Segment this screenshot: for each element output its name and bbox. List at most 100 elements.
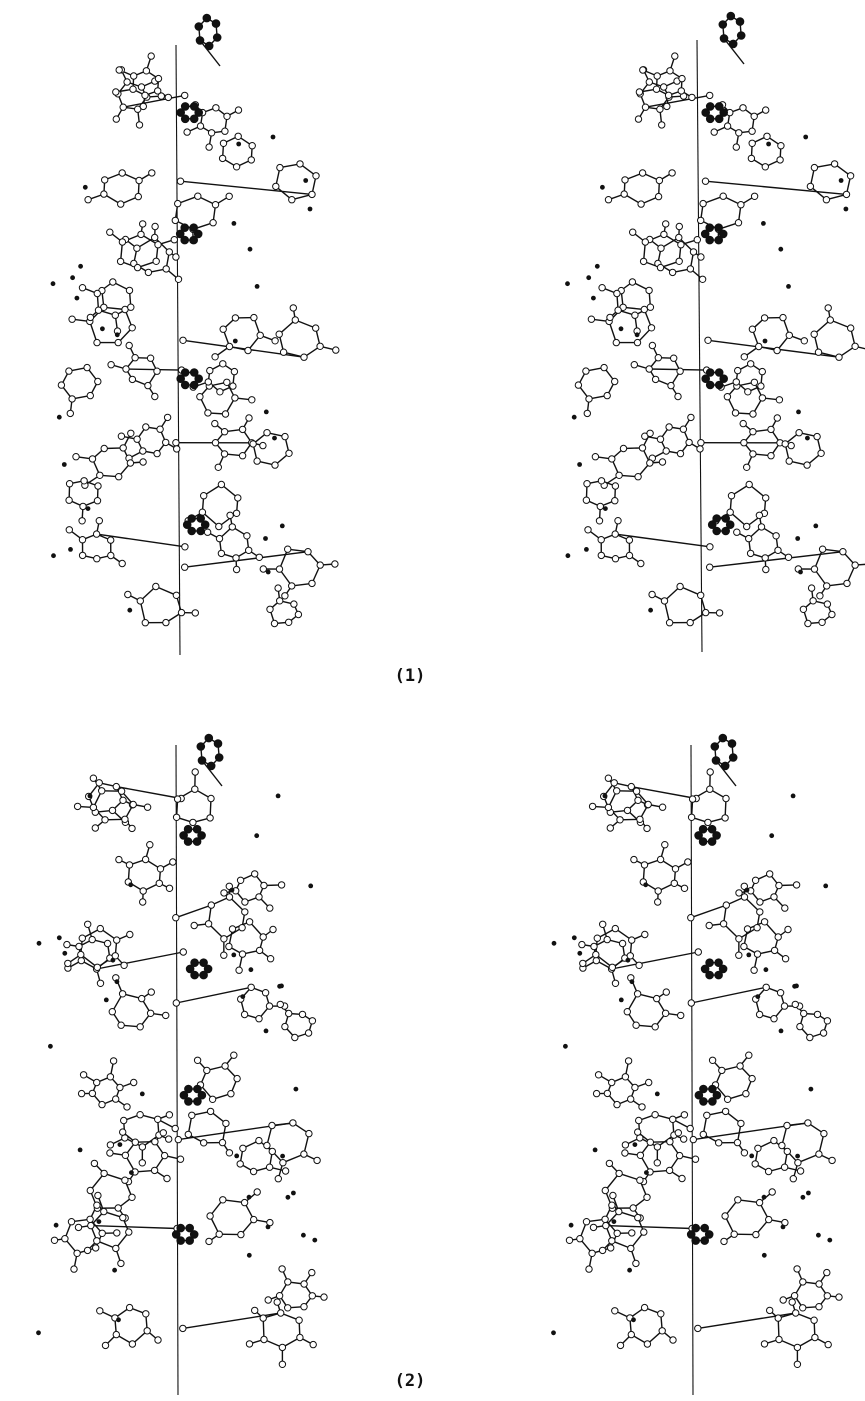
carbon-atom xyxy=(235,966,243,974)
carbon-atom xyxy=(627,1244,635,1253)
carbon-atom xyxy=(290,600,298,608)
carbon-atom xyxy=(745,534,753,543)
carbon-atom xyxy=(780,1163,789,1171)
carbon-atom xyxy=(686,618,694,627)
carbon-atom xyxy=(284,1278,292,1286)
carbon-atom xyxy=(598,1246,607,1255)
water-molecule xyxy=(36,940,42,946)
bond xyxy=(715,759,737,787)
heteroatom xyxy=(699,1084,708,1094)
carbon-atom xyxy=(744,388,752,396)
carbon-atom xyxy=(276,1000,284,1009)
carbon-atom xyxy=(719,920,728,928)
carbon-atom xyxy=(608,1078,616,1087)
carbon-atom xyxy=(661,1009,670,1017)
carbon-atom xyxy=(144,268,153,277)
carbon-atom xyxy=(251,870,259,878)
bond xyxy=(693,1122,809,1141)
heteroatom xyxy=(171,1230,181,1239)
carbon-atom xyxy=(238,452,247,460)
carbon-atom xyxy=(753,924,761,932)
water-molecule xyxy=(571,414,577,420)
carbon-atom xyxy=(217,480,226,489)
carbon-atom xyxy=(196,122,205,130)
carbon-atom xyxy=(78,284,87,292)
carbon-atom xyxy=(737,1119,745,1128)
heteroatom xyxy=(193,1084,202,1094)
carbon-atom xyxy=(640,1303,649,1312)
water-molecule xyxy=(312,1237,318,1243)
water-layer xyxy=(551,793,833,1336)
carbon-atom xyxy=(815,1280,823,1288)
water-molecule xyxy=(279,523,285,529)
carbon-atom xyxy=(820,1129,828,1138)
carbon-atom xyxy=(646,429,654,437)
carbon-atom xyxy=(654,887,662,895)
carbon-atom xyxy=(830,160,839,168)
carbon-atom xyxy=(667,381,675,390)
heteroatom xyxy=(718,229,728,239)
carbon-atom xyxy=(674,1129,682,1137)
carbon-atom xyxy=(220,428,229,436)
carbon-atom xyxy=(93,963,102,971)
carbon-atom xyxy=(172,439,180,447)
carbon-atom xyxy=(826,316,834,324)
carbon-atom xyxy=(719,192,727,200)
water-molecule xyxy=(654,1091,660,1097)
carbon-atom xyxy=(137,83,146,91)
heteroatom xyxy=(179,1090,189,1100)
carbon-atom xyxy=(174,275,183,283)
water-molecule xyxy=(563,1043,568,1049)
carbon-atom xyxy=(86,1186,95,1195)
carbon-atom xyxy=(640,861,649,869)
carbon-atom xyxy=(704,336,712,344)
carbon-atom xyxy=(625,536,634,544)
carbon-atom xyxy=(101,176,109,184)
carbon-atom xyxy=(735,129,743,137)
carbon-atom xyxy=(608,1237,616,1245)
bond xyxy=(184,551,309,568)
carbon-atom xyxy=(671,865,680,873)
carbon-atom xyxy=(98,1100,106,1109)
carbon-atom xyxy=(284,1304,292,1312)
carbon-atom xyxy=(835,1293,843,1301)
carbon-atom xyxy=(131,1138,140,1146)
carbon-atom xyxy=(693,236,701,244)
carbon-atom xyxy=(823,1017,832,1025)
carbon-atom xyxy=(115,473,123,481)
carbon-atom xyxy=(676,367,684,375)
carbon-atom xyxy=(758,367,766,376)
carbon-atom xyxy=(80,477,88,485)
water-molecule xyxy=(631,1317,636,1323)
carbon-atom xyxy=(72,453,80,461)
carbon-atom xyxy=(715,1139,723,1147)
carbon-atom xyxy=(78,551,87,560)
carbon-atom xyxy=(221,1062,229,1070)
carbon-atom xyxy=(668,169,676,177)
carbon-atom xyxy=(230,1051,238,1059)
panel-2-right-stereo-view xyxy=(551,733,843,1396)
carbon-atom xyxy=(823,1292,831,1300)
helix-axis-line xyxy=(175,744,179,1396)
heteroatom xyxy=(700,1236,710,1245)
heteroatom xyxy=(189,368,199,377)
carbon-atom xyxy=(743,463,751,471)
carbon-atom xyxy=(128,1193,136,1202)
carbon-atom xyxy=(584,526,592,534)
carbon-atom xyxy=(698,275,707,283)
carbon-atom xyxy=(634,796,642,804)
carbon-atom xyxy=(755,1198,764,1207)
carbon-atom xyxy=(96,979,105,987)
heteroatom xyxy=(712,514,722,523)
carbon-atom xyxy=(737,201,745,209)
heteroatom xyxy=(193,1097,202,1106)
water-molecule xyxy=(551,1330,556,1336)
carbon-atom xyxy=(671,52,679,60)
heteroatom xyxy=(199,958,208,968)
heteroatom xyxy=(694,831,703,840)
carbon-atom xyxy=(122,365,130,373)
carbon-atom xyxy=(743,925,752,933)
carbon-atom xyxy=(174,1135,183,1144)
carbon-atom xyxy=(107,536,115,544)
carbon-atom xyxy=(688,93,696,102)
